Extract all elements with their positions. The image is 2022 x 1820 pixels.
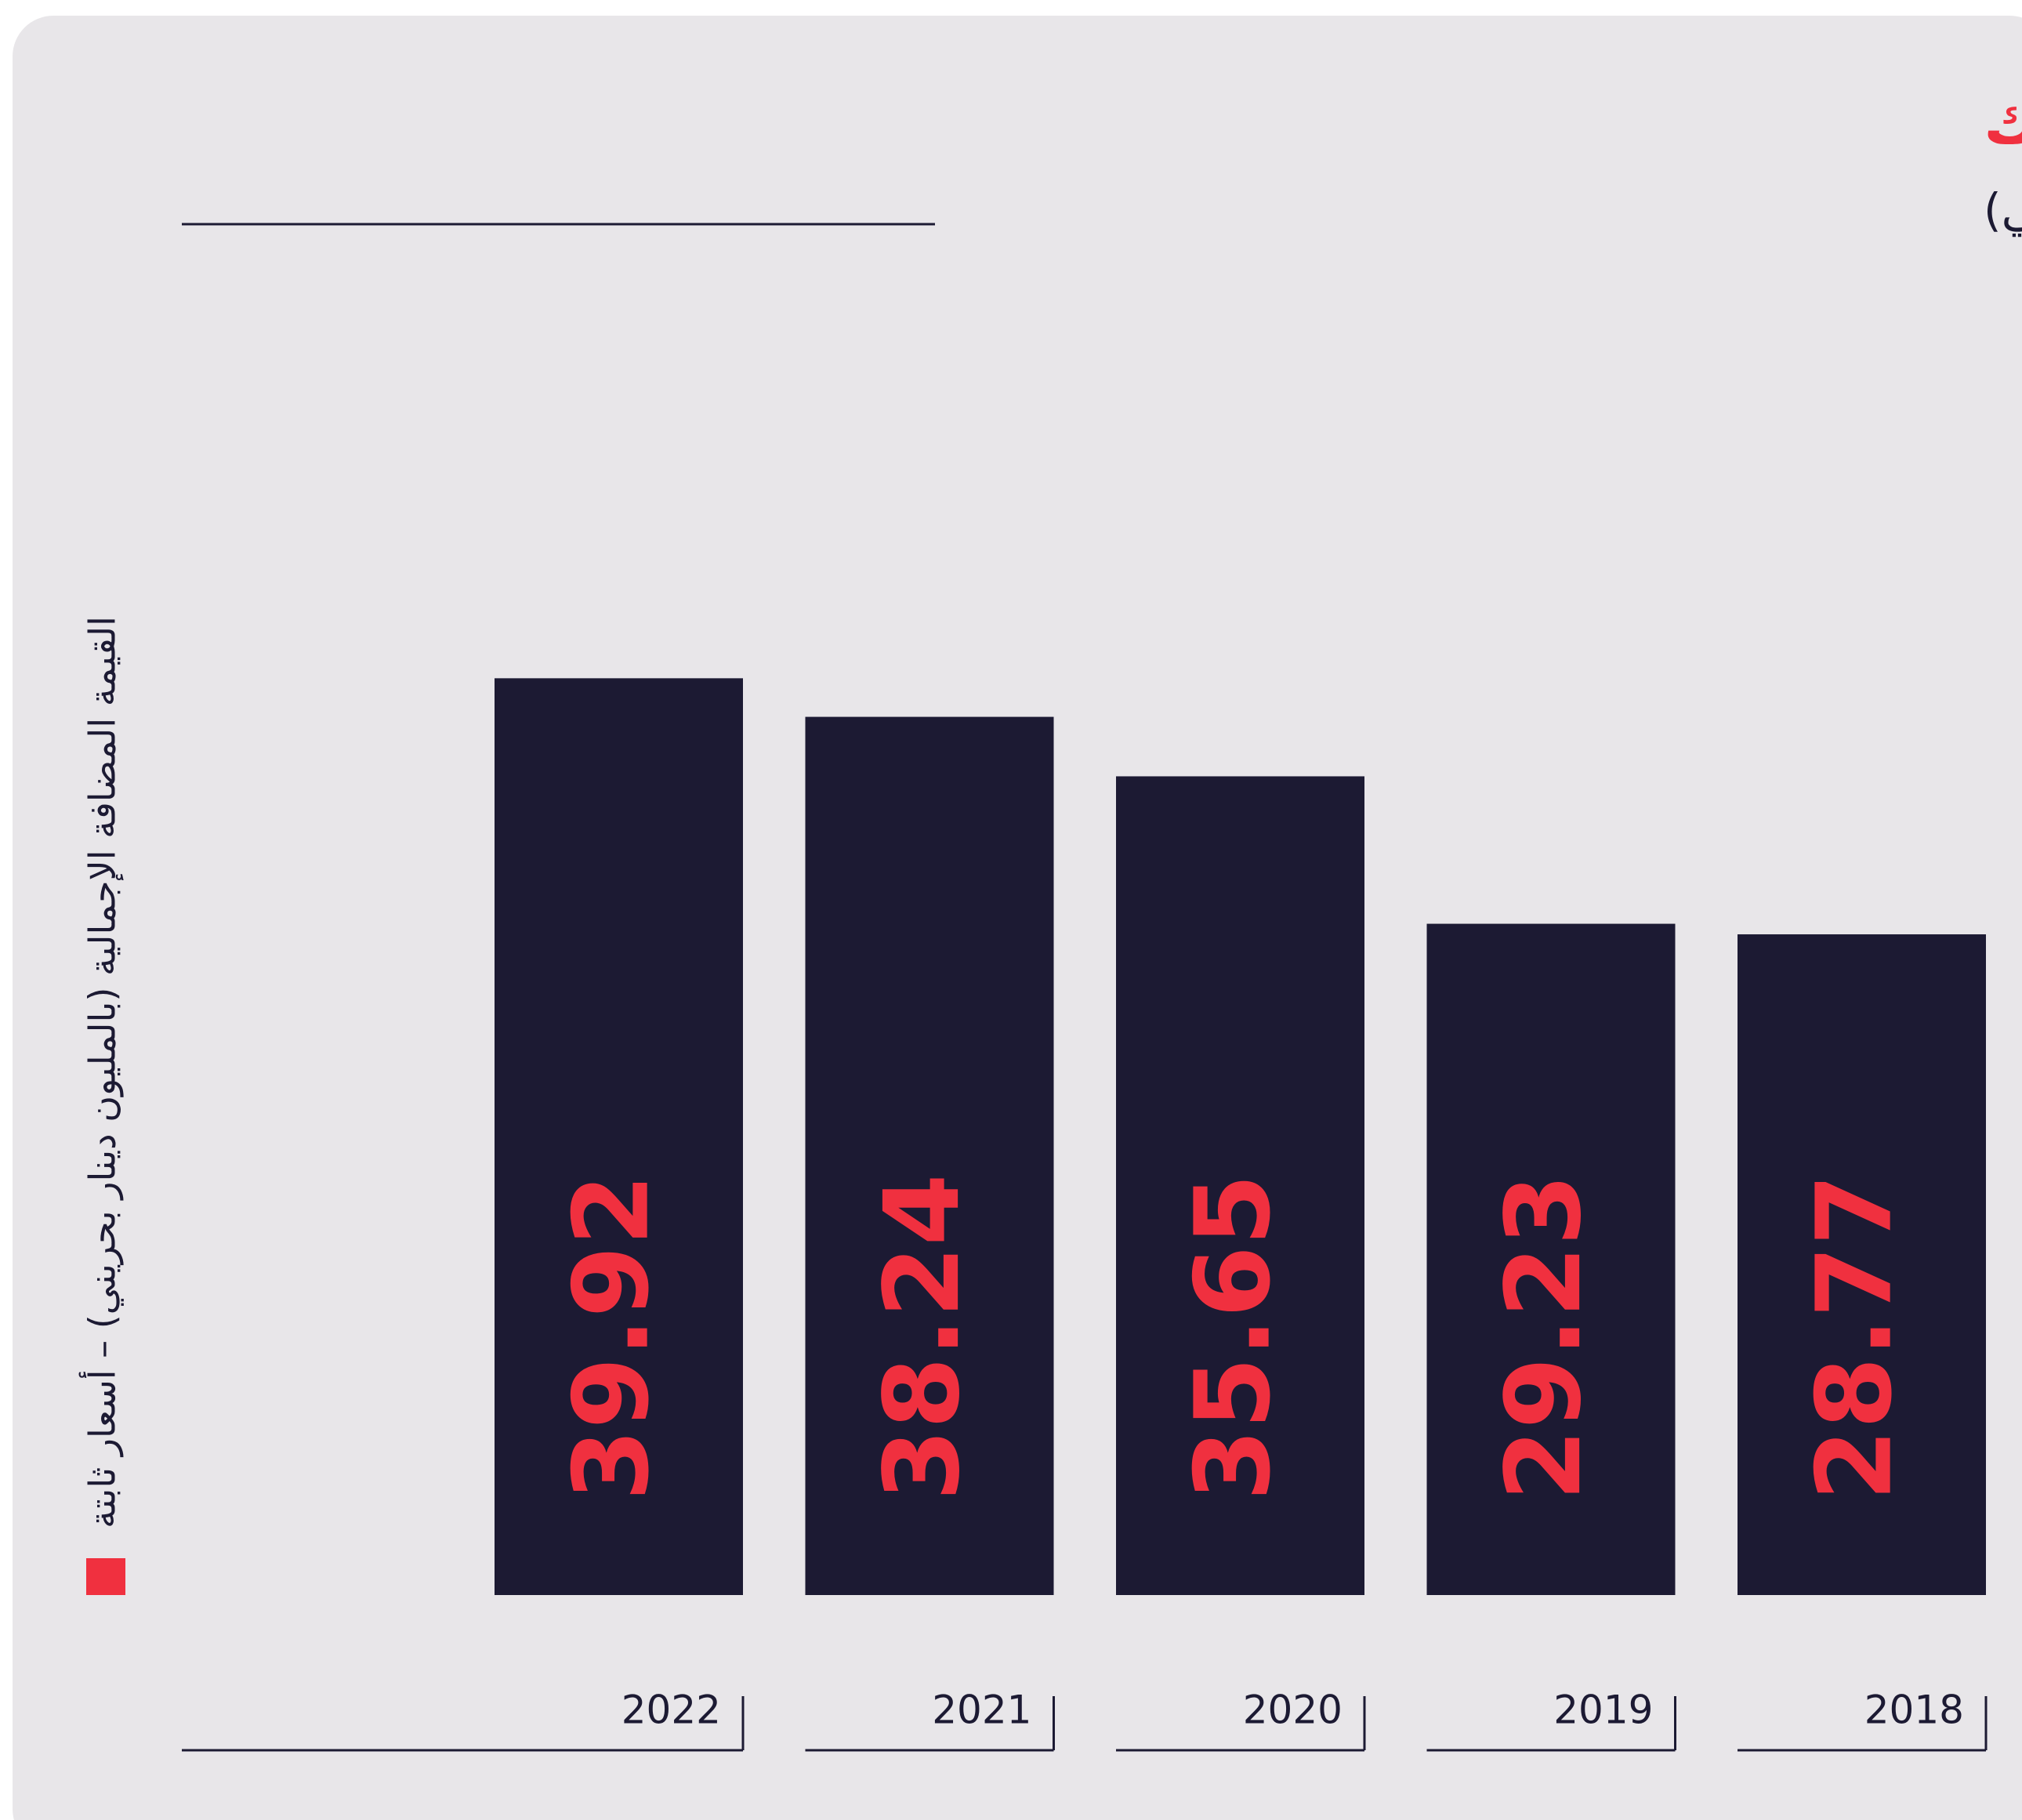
bar xyxy=(805,716,1054,1595)
chart-title: قطاع الزراعة وصيد الأسماك xyxy=(1984,83,2022,158)
x-tick-label: 2022 xyxy=(621,1688,721,1733)
bar xyxy=(1426,923,1676,1595)
value-label: 28.77 xyxy=(1795,1173,1915,1501)
x-tick-label: 2021 xyxy=(932,1688,1031,1733)
bar xyxy=(495,678,743,1595)
legend-label: القيمة المضافة الإجمالية (بالمليون دينار… xyxy=(79,616,125,1528)
x-tick-label: 2018 xyxy=(1864,1688,1964,1733)
legend-swatch xyxy=(86,1558,125,1595)
value-label: 29.23 xyxy=(1484,1173,1604,1501)
value-label: 39.92 xyxy=(552,1173,672,1501)
x-tick-label: 2020 xyxy=(1243,1688,1343,1733)
value-label: 38.24 xyxy=(862,1173,983,1501)
x-tick-label: 2019 xyxy=(1553,1688,1653,1733)
bar xyxy=(1116,776,1364,1595)
chart-subtitle: القيمة المضافة الإجمالية* (مليون دينار ب… xyxy=(1984,183,2022,237)
bar xyxy=(1738,934,1986,1595)
value-label: 35.65 xyxy=(1173,1173,1294,1501)
